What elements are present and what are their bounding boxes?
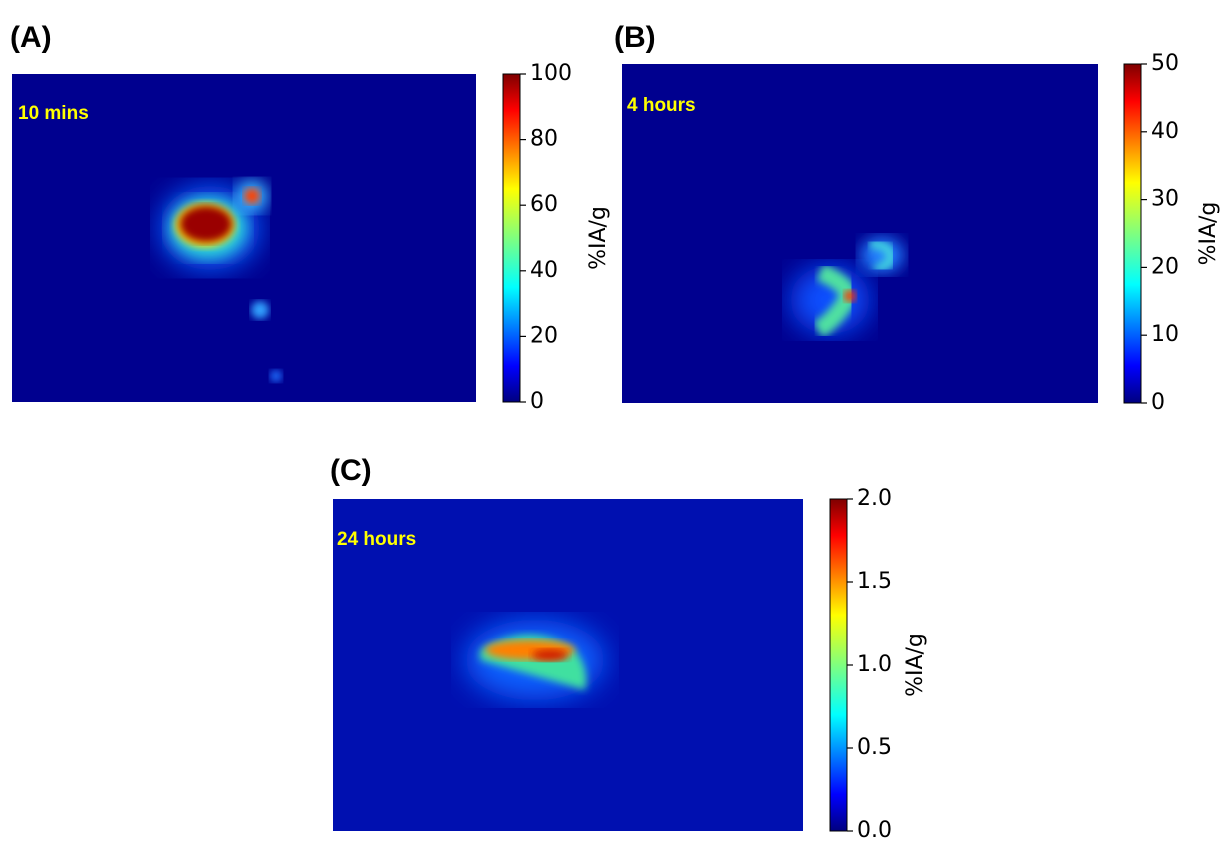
- colorbar-tick-label: 1.5: [857, 569, 892, 594]
- colorbar: [1123, 63, 1142, 404]
- colorbar-tick-label: 60: [530, 192, 558, 217]
- time-annotation: 10 mins: [18, 103, 89, 124]
- colorbar-tick-label: 2.0: [857, 486, 892, 511]
- colorbar-tick-label: 0.0: [857, 818, 892, 843]
- colorbar-tick-label: 0: [530, 389, 544, 414]
- time-annotation: 24 hours: [337, 529, 416, 550]
- colorbar-tick-label: 50: [1151, 51, 1179, 76]
- colorbar-label: %IA/g: [586, 206, 611, 270]
- panel-label: (B): [614, 21, 656, 54]
- colorbar-tick-label: 40: [1151, 119, 1179, 144]
- colorbar-tick-label: 20: [1151, 254, 1179, 279]
- colorbar-tick-label: 20: [530, 323, 558, 348]
- panel-label: (C): [330, 454, 372, 487]
- colorbar: [502, 73, 521, 403]
- image-c: [333, 499, 803, 831]
- image-b: [622, 64, 1098, 403]
- colorbar-tick-label: 30: [1151, 187, 1179, 212]
- colorbar-tick-label: 0: [1151, 390, 1165, 415]
- colorbar: [829, 498, 848, 832]
- colorbar-label: %IA/g: [1196, 202, 1221, 266]
- colorbar-tick-label: 10: [1151, 322, 1179, 347]
- colorbar-tick-label: 40: [530, 258, 558, 283]
- colorbar-tick-label: 1.0: [857, 652, 892, 677]
- time-annotation: 4 hours: [627, 95, 696, 116]
- panel-label: (A): [10, 21, 52, 54]
- colorbar-tick-label: 100: [530, 61, 572, 86]
- colorbar-label: %IA/g: [903, 633, 928, 697]
- colorbar-tick-label: 0.5: [857, 735, 892, 760]
- image-a: [12, 74, 476, 402]
- colorbar-tick-label: 80: [530, 127, 558, 152]
